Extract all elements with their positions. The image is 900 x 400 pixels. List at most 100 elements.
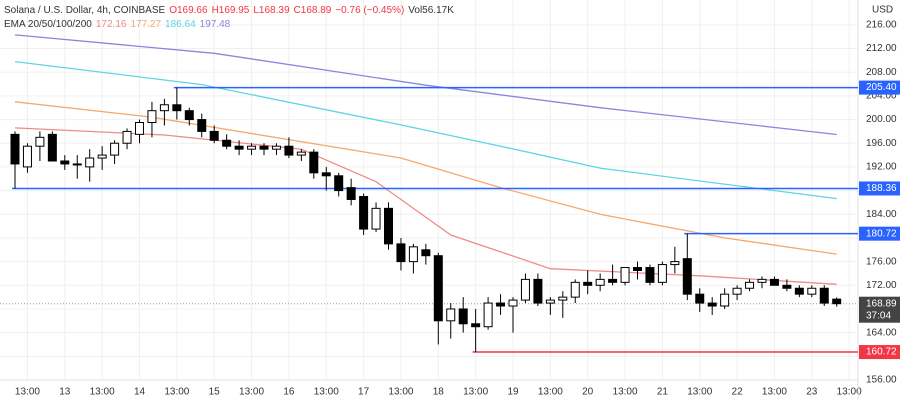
axis-label: USD bbox=[872, 5, 893, 16]
x-tick-label: 23 bbox=[806, 387, 818, 398]
last-price-box bbox=[859, 296, 900, 323]
candle-body bbox=[794, 287, 804, 295]
candle-body bbox=[22, 145, 32, 168]
y-tick-label: 176.00 bbox=[866, 256, 897, 267]
candle-body bbox=[508, 299, 518, 307]
candle-body bbox=[10, 133, 20, 165]
candle-body bbox=[595, 278, 605, 286]
x-tick-label: 13:00 bbox=[463, 387, 488, 398]
y-tick-label: 192.00 bbox=[866, 162, 897, 173]
x-tick-label: 16 bbox=[283, 387, 295, 398]
ema-value: 197.48 bbox=[200, 19, 231, 30]
x-tick-label: 13:00 bbox=[90, 387, 115, 398]
candle-body bbox=[570, 281, 580, 298]
candle-body bbox=[359, 196, 369, 230]
x-tick-label: 20 bbox=[582, 387, 594, 398]
candle-body bbox=[757, 278, 767, 283]
candle-body bbox=[60, 160, 70, 165]
x-tick-label: 13:00 bbox=[314, 387, 339, 398]
y-tick-label: 156.00 bbox=[866, 375, 897, 386]
candle-body bbox=[47, 133, 57, 162]
candle-body bbox=[172, 104, 182, 112]
candle-body bbox=[433, 255, 443, 322]
candle-body bbox=[608, 278, 618, 283]
x-tick-label: 13:00 bbox=[239, 387, 264, 398]
last-price-label: 168.89 bbox=[866, 298, 897, 309]
candle-body bbox=[135, 122, 144, 135]
candle-body bbox=[259, 145, 269, 150]
candle-body bbox=[284, 145, 294, 156]
candle-body bbox=[682, 258, 692, 295]
ohlc-value: C168.89 bbox=[294, 5, 332, 16]
ema-value: 186.64 bbox=[165, 19, 196, 30]
candle-body bbox=[782, 284, 792, 289]
candle-body bbox=[695, 293, 705, 304]
candle-body bbox=[657, 264, 667, 283]
countdown: 37:04 bbox=[866, 310, 891, 321]
volume: Vol56.17K bbox=[408, 5, 454, 16]
y-tick-label: 204.00 bbox=[866, 91, 897, 102]
y-tick-label: 200.00 bbox=[866, 114, 897, 125]
level-label-box bbox=[859, 345, 900, 360]
x-tick-label: 13:00 bbox=[388, 387, 413, 398]
ema-line bbox=[14, 34, 837, 136]
ema-value: 177.27 bbox=[130, 19, 161, 30]
candle-body bbox=[72, 163, 82, 166]
candle-body bbox=[408, 246, 418, 263]
candle-body bbox=[85, 157, 95, 168]
x-tick-label: 13:00 bbox=[538, 387, 563, 398]
level-label-box bbox=[859, 80, 900, 95]
candle-body bbox=[396, 243, 406, 263]
ema-line bbox=[14, 60, 837, 200]
ohlc-value: L168.39 bbox=[253, 5, 290, 16]
candle-body bbox=[247, 145, 257, 150]
ema-value: 172.16 bbox=[96, 19, 127, 30]
candle-body bbox=[471, 323, 481, 328]
x-tick-label: 14 bbox=[134, 387, 146, 398]
header: Solana / U.S. Dollar, 4h, COINBASE O169.6… bbox=[4, 5, 454, 16]
candle-body bbox=[309, 151, 319, 174]
y-tick-label: 212.00 bbox=[866, 43, 897, 54]
candle-body bbox=[234, 145, 244, 150]
candle-body bbox=[296, 151, 306, 156]
candle-body bbox=[520, 278, 530, 301]
candle-body bbox=[670, 261, 680, 266]
candle-body bbox=[483, 302, 493, 328]
candle-body bbox=[159, 104, 169, 112]
candle-body bbox=[346, 187, 356, 200]
x-tick-label: 15 bbox=[209, 387, 221, 398]
candle-body bbox=[558, 296, 568, 301]
x-tick-label: 19 bbox=[507, 387, 519, 398]
candle-body bbox=[633, 267, 642, 271]
candle-body bbox=[122, 130, 132, 144]
level-label: 180.72 bbox=[866, 228, 897, 239]
candle-body bbox=[209, 130, 219, 141]
x-tick-label: 13:00 bbox=[762, 387, 787, 398]
candle-body bbox=[720, 293, 730, 307]
x-tick-label: 13 bbox=[59, 387, 71, 398]
candle-body bbox=[222, 139, 232, 147]
candle-body bbox=[446, 308, 456, 322]
candle-body bbox=[184, 110, 194, 121]
candle-body bbox=[321, 172, 331, 177]
candle-body bbox=[745, 281, 755, 289]
y-tick-label: 172.00 bbox=[866, 280, 897, 291]
x-tick-label: 13:00 bbox=[613, 387, 638, 398]
candle-body bbox=[645, 267, 655, 283]
ohlc-value: −0.76 (−0.45%) bbox=[335, 5, 404, 16]
candle-body bbox=[732, 287, 742, 295]
x-tick-label: 13:00 bbox=[687, 387, 712, 398]
x-tick-label: 13:00 bbox=[164, 387, 189, 398]
ema-label: EMA 20/50/100/200 bbox=[4, 19, 92, 30]
candle-body bbox=[421, 249, 431, 257]
y-tick-label: 196.00 bbox=[866, 138, 897, 149]
x-tick-label: 17 bbox=[358, 387, 370, 398]
level-label: 205.40 bbox=[866, 82, 897, 93]
candle-body bbox=[334, 175, 344, 192]
candle-body bbox=[832, 298, 842, 305]
ema-legend: EMA 20/50/100/200 172.16 177.27 186.64 197.4… bbox=[4, 19, 231, 30]
y-tick-label: 208.00 bbox=[866, 67, 897, 78]
ohlc-value: O169.66 bbox=[169, 5, 208, 16]
y-tick-label: 184.00 bbox=[866, 209, 897, 220]
